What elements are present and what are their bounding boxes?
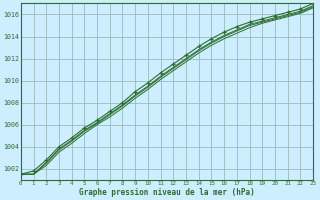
X-axis label: Graphe pression niveau de la mer (hPa): Graphe pression niveau de la mer (hPa) [79, 188, 255, 197]
